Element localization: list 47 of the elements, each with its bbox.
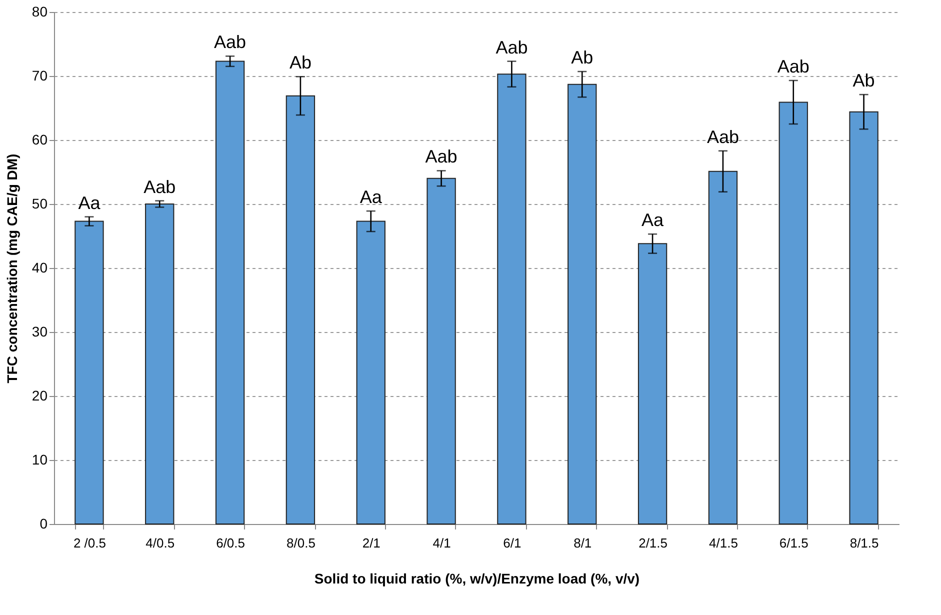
bar: [568, 84, 597, 524]
annotation: Aa: [360, 187, 383, 208]
x-tick-label: 4/1.5: [708, 536, 738, 550]
bar: [497, 74, 526, 524]
annotation: Aab: [425, 146, 458, 167]
bar: [145, 204, 174, 524]
bar: [778, 102, 808, 524]
x-tick-label: 4/1: [432, 536, 451, 550]
x-tick-label: 8/1: [574, 536, 592, 550]
bar: [356, 220, 386, 524]
annotation: Aab: [777, 56, 810, 76]
annotation: Aab: [144, 176, 176, 197]
y-tick-label: 50: [32, 196, 48, 212]
x-axis-title: Solid to liquid ratio (%, w/v)/Enzyme load (%, v/v): [314, 570, 640, 586]
annotation: Aab: [496, 37, 528, 58]
y-tick-label: 80: [32, 4, 48, 20]
bar: [286, 95, 316, 524]
annotation: Ab: [289, 52, 312, 73]
annotation: Aab: [706, 126, 739, 147]
annotation: Aab: [214, 32, 246, 52]
y-tick-label: 30: [32, 324, 48, 340]
annotation: Aa: [642, 210, 665, 230]
bar: [638, 243, 668, 524]
x-tick-label: 6/1.5: [779, 536, 808, 550]
bar: [215, 60, 245, 524]
x-tick-label: 4/0.5: [146, 536, 175, 550]
bar: [426, 178, 456, 524]
x-tick-label: 2/1: [362, 536, 380, 550]
x-tick-label: 8/0.5: [286, 536, 316, 550]
y-tick-label: 60: [32, 132, 48, 148]
x-tick-label: 2/1.5: [638, 536, 668, 550]
annotation: Ab: [571, 48, 594, 68]
y-tick-label: 70: [32, 68, 48, 84]
bar: [849, 111, 878, 524]
y-tick-label: 10: [32, 452, 48, 468]
annotation: Aa: [78, 192, 102, 213]
x-tick-label: 6/1: [503, 536, 522, 550]
y-tick-label: 0: [40, 516, 48, 532]
annotation: Ab: [852, 70, 875, 91]
x-tick-label: 8/1.5: [850, 536, 879, 550]
bar: [74, 220, 104, 524]
bar: [708, 170, 738, 524]
y-axis-title: TFC concentration (mg CAE/g DM): [4, 154, 20, 384]
x-tick-label: 2 /0.5: [73, 536, 106, 550]
y-tick-label: 40: [32, 260, 48, 276]
y-tick-label: 20: [32, 388, 48, 404]
x-tick-label: 6/0.5: [216, 536, 246, 550]
